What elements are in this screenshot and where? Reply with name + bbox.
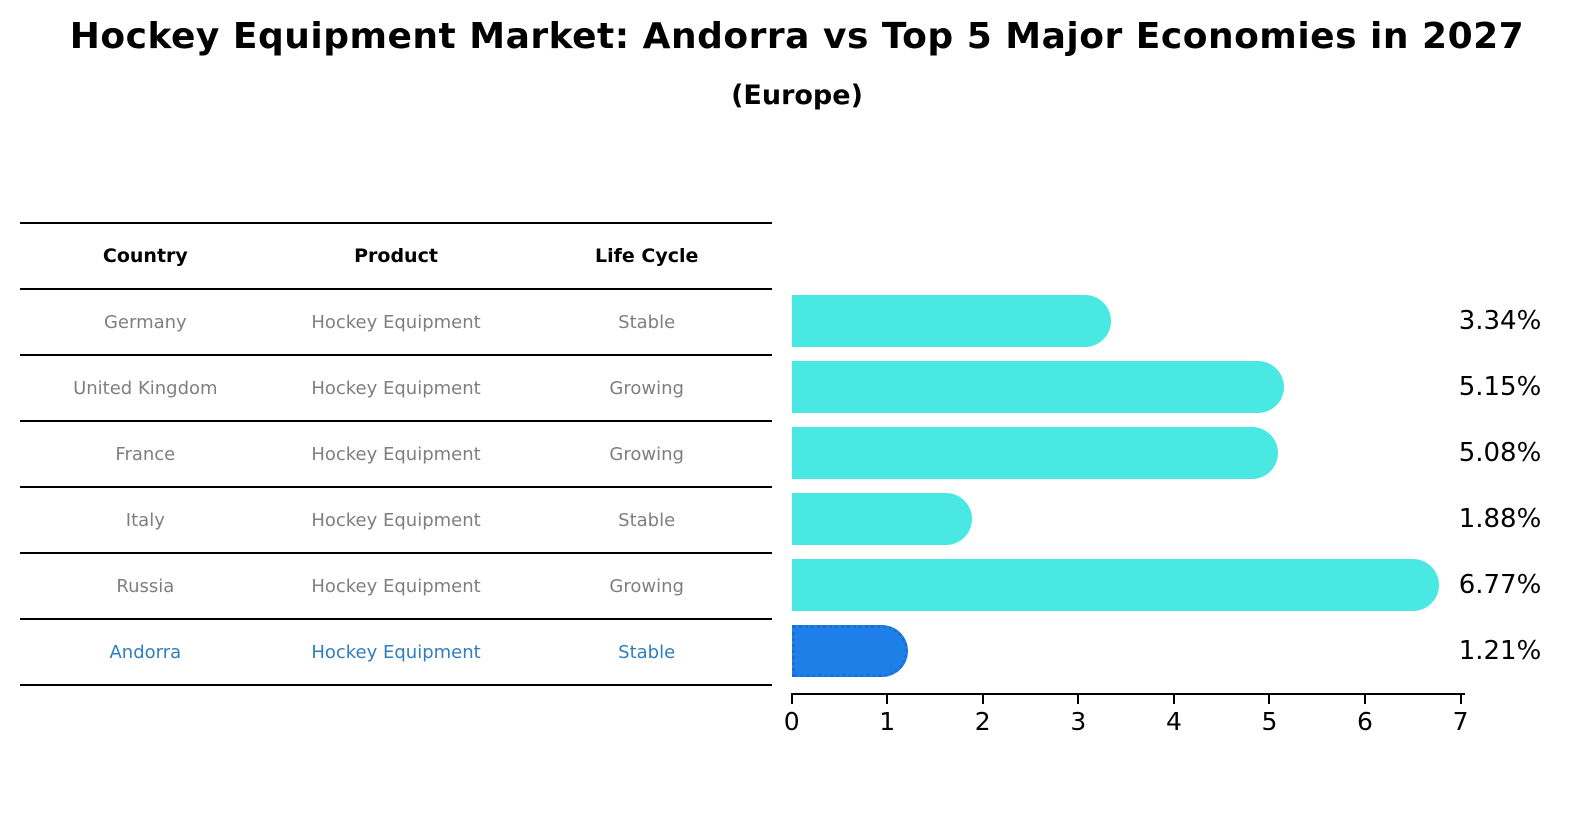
x-tick [1268,695,1271,704]
x-tick [1459,695,1462,704]
table-row-italy: Italy Hockey Equipment Stable [20,488,772,554]
bar-andorra [792,625,908,677]
x-axis: 0 1 2 3 4 5 6 7 [784,693,1469,736]
value-label-united-kingdom: 5.15% [1458,372,1542,402]
country-table: Country Product Life Cycle Germany Hocke… [20,222,772,686]
x-tick-label: 2 [974,707,991,736]
value-label-italy: 1.88% [1458,504,1542,534]
table-row-france: France Hockey Equipment Growing [20,422,772,488]
x-tick-label: 7 [1452,707,1469,736]
col-header-product: Product [354,245,438,267]
cell-life-cycle: Stable [618,641,676,663]
value-label-russia: 6.77% [1458,570,1542,600]
bar-italy [792,493,972,545]
value-label-france: 5.08% [1458,438,1542,468]
table-row-united-kingdom: United Kingdom Hockey Equipment Growing [20,356,772,422]
cell-country: Italy [125,509,165,531]
col-header-life-cycle: Life Cycle [594,245,699,267]
cell-life-cycle: Growing [609,377,684,399]
x-tick-label: 1 [879,707,896,736]
cell-product: Hockey Equipment [311,443,481,465]
table-header-row: Country Product Life Cycle [20,224,772,290]
x-tick-label: 5 [1261,707,1278,736]
chart-title: Hockey Equipment Market: Andorra vs Top … [69,16,1525,57]
table-row-germany: Germany Hockey Equipment Stable [20,290,772,356]
x-tick-label: 3 [1070,707,1087,736]
x-tick [1077,695,1080,704]
table-row-russia: Russia Hockey Equipment Growing [20,554,772,620]
cell-country: France [115,443,176,465]
cell-country: Andorra [109,641,182,663]
x-tick-label: 6 [1357,707,1373,736]
col-header-country: Country [102,245,188,267]
cell-life-cycle: Growing [609,443,684,465]
bar-france [792,427,1278,479]
x-tick-label: 0 [783,707,800,736]
x-tick [1363,695,1366,704]
x-tick [886,695,889,704]
cell-country: United Kingdom [73,377,218,399]
bar-germany [792,295,1112,347]
chart-subtitle: (Europe) [731,80,863,111]
cell-life-cycle: Growing [609,575,684,597]
cell-life-cycle: Stable [618,509,676,531]
cell-product: Hockey Equipment [311,509,481,531]
bar-plot [792,288,1461,684]
table-row-andorra: Andorra Hockey Equipment Stable [20,620,772,686]
cell-product: Hockey Equipment [311,311,481,333]
x-tick [790,695,793,704]
cell-product: Hockey Equipment [311,575,481,597]
cell-product: Hockey Equipment [311,377,481,399]
value-label-andorra: 1.21% [1458,636,1542,666]
cell-country: Russia [116,575,175,597]
cell-country: Germany [103,311,187,333]
cell-product: Hockey Equipment [311,641,481,663]
bar-united-kingdom [792,361,1285,413]
x-tick [981,695,984,704]
value-label-germany: 3.34% [1458,306,1542,336]
cell-life-cycle: Stable [618,311,676,333]
bar-russia [792,559,1440,611]
x-tick-label: 4 [1165,707,1182,736]
x-tick [1172,695,1175,704]
